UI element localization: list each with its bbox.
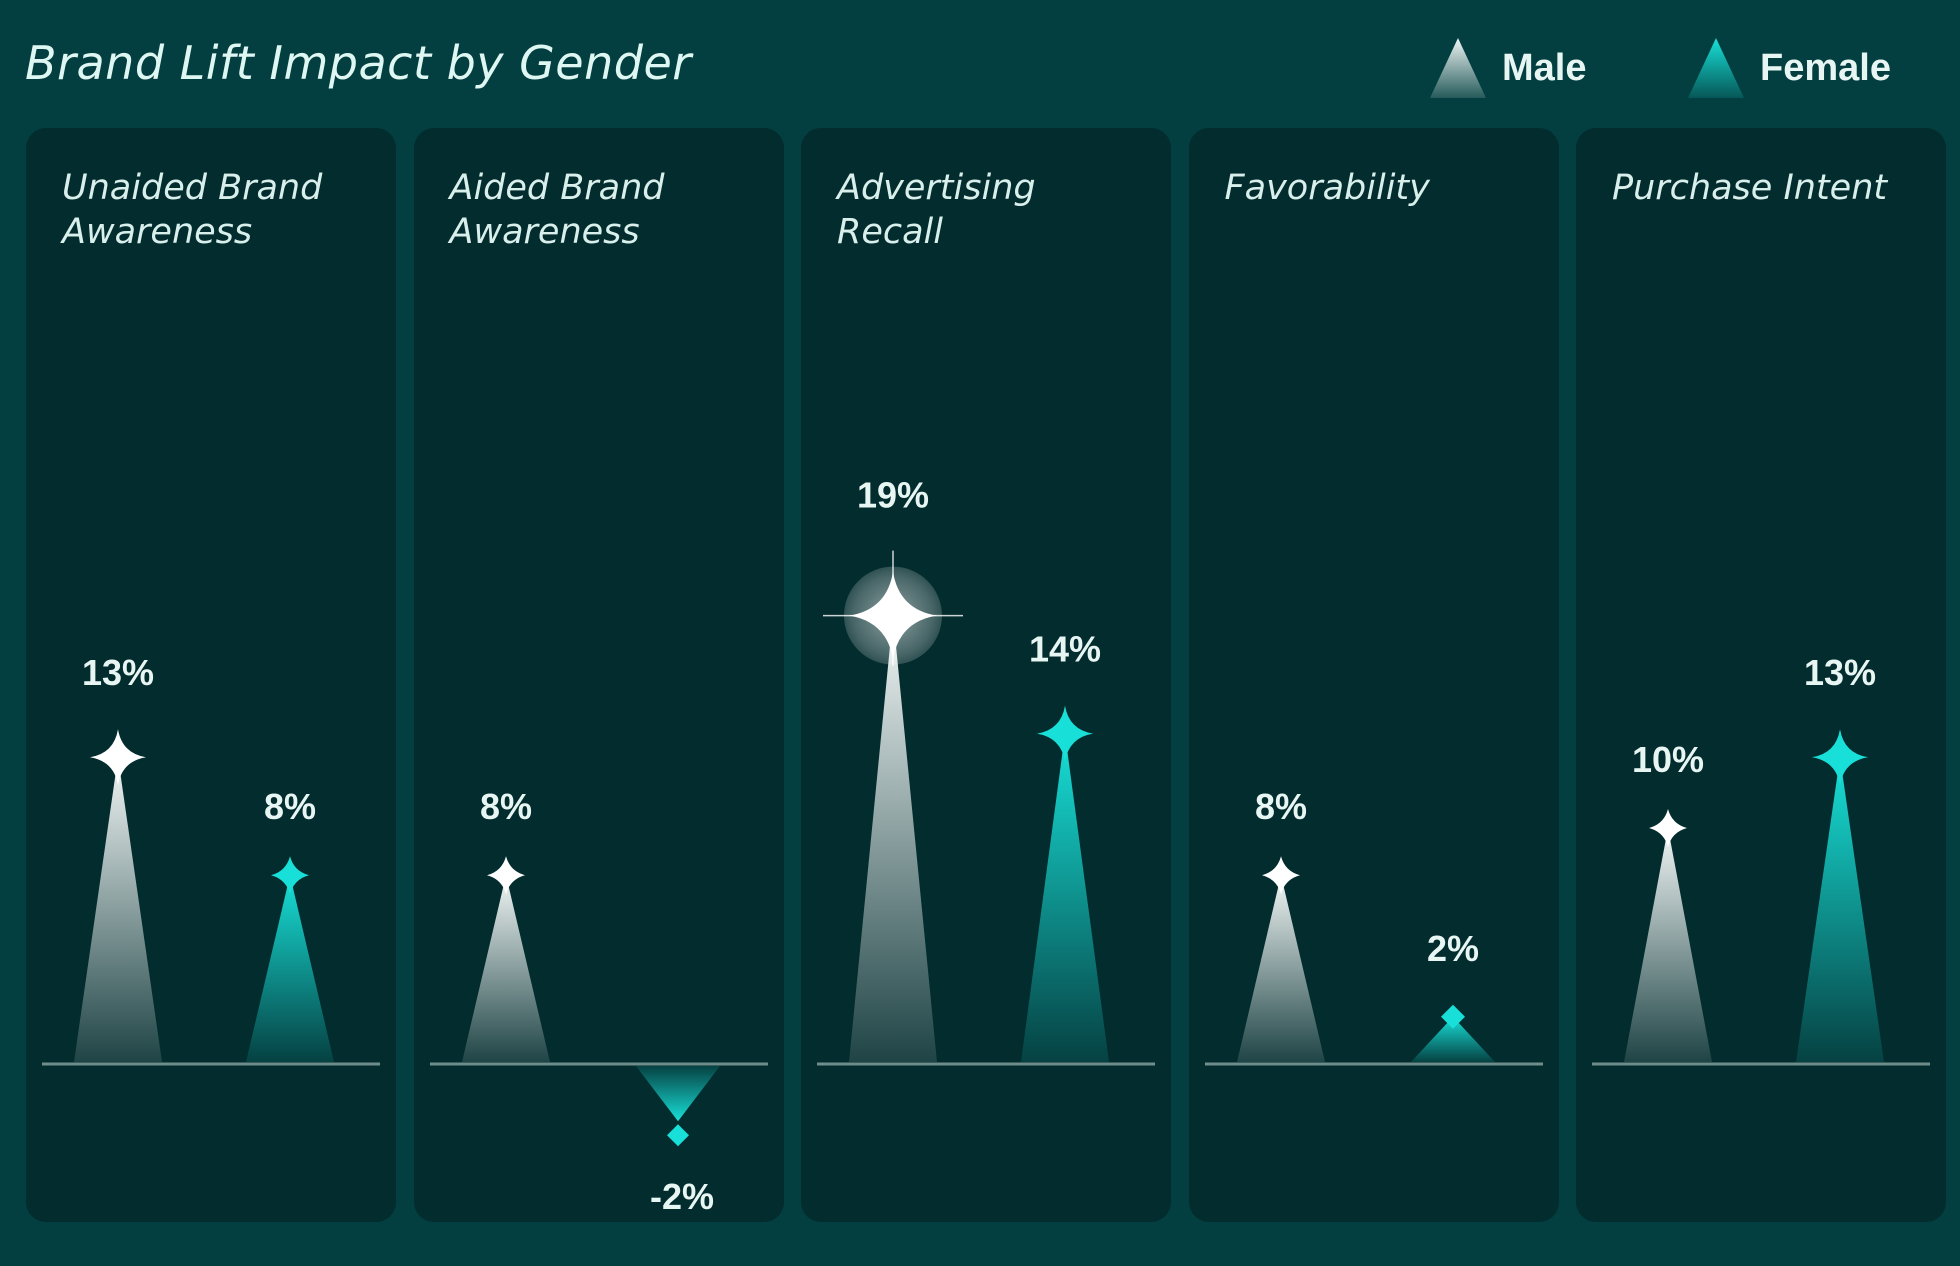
- bar-male-5: 10%: [1624, 739, 1712, 1062]
- diamond-icon: [1440, 1004, 1465, 1029]
- panel-title: Aided Brand Awareness: [450, 166, 770, 254]
- bar-male-3: 19%: [823, 475, 963, 1062]
- diamond-icon: [666, 1124, 689, 1147]
- panel-title-line: Awareness: [62, 212, 253, 252]
- sparkle-icon: [1037, 705, 1093, 762]
- data-label: 19%: [857, 475, 929, 516]
- panel-title-line: Awareness: [449, 212, 640, 252]
- panel-unaided-brand-awareness: Unaided Brand Awareness 13% 8%: [26, 128, 396, 1222]
- data-label: -2%: [649, 1176, 713, 1217]
- spike: [74, 757, 162, 1062]
- sparkle-icon: [1261, 856, 1300, 895]
- panel-title: Unaided Brand Awareness: [62, 166, 382, 254]
- sparkle-icon: [271, 856, 309, 895]
- panel-plot: 19% 14%: [817, 475, 1155, 1066]
- bar-male-2: 8%: [461, 786, 550, 1062]
- panel-title-line: Recall: [837, 212, 943, 252]
- panel-aided-brand-awareness: Aided Brand Awareness 8% -2%: [413, 128, 784, 1222]
- data-label: 8%: [264, 786, 316, 827]
- bar-female-2: -2%: [635, 1066, 720, 1217]
- sparkle-icon: [90, 729, 146, 786]
- panel-title-line: Purchase Intent: [1612, 168, 1888, 208]
- legend-item-female: Female: [1686, 36, 1891, 100]
- bar-female-4: 2%: [1410, 928, 1495, 1062]
- panel-title-line: Aided Brand: [449, 168, 665, 208]
- panel-advertising-recall: Advertising Recall 19% 14%: [801, 128, 1171, 1222]
- spike: [1410, 1016, 1495, 1062]
- panel-title-line: Favorability: [1224, 168, 1430, 208]
- data-label: 13%: [82, 652, 154, 693]
- panel-title: Favorability: [1225, 166, 1545, 210]
- panel-plot: 8% 2%: [1204, 786, 1543, 1066]
- panel-purchase-intent: Purchase Intent 10% 13%: [1576, 128, 1946, 1222]
- sparkle-icon: [849, 571, 937, 660]
- sparkle-icon: [1812, 729, 1868, 786]
- panel-title-line: Advertising: [837, 168, 1036, 208]
- panel-plot: 10% 13%: [1592, 652, 1930, 1066]
- chart-title: Brand Lift Impact by Gender: [25, 36, 692, 90]
- data-label: 10%: [1632, 739, 1704, 780]
- panel-plot: 8% -2%: [429, 786, 768, 1217]
- panel-title: Purchase Intent: [1612, 166, 1932, 210]
- bar-male-4: 8%: [1236, 786, 1325, 1062]
- spike: [635, 1066, 720, 1122]
- data-label: 2%: [1426, 928, 1478, 969]
- spike: [1236, 875, 1325, 1062]
- data-label: 8%: [1254, 786, 1306, 827]
- legend-label-female: Female: [1760, 46, 1891, 89]
- bar-female-1: 8%: [246, 786, 334, 1062]
- panel-title: Advertising Recall: [837, 166, 1157, 254]
- female-triangle-icon: [1688, 38, 1744, 98]
- sparkle-icon: [1649, 809, 1687, 847]
- male-triangle-icon: [1430, 38, 1486, 98]
- sparkle-icon: [486, 856, 525, 895]
- panel-plot: 13% 8%: [42, 652, 380, 1066]
- data-label: 8%: [479, 786, 531, 827]
- legend-item-male: Male: [1428, 36, 1586, 100]
- spike: [1021, 733, 1109, 1062]
- spike: [246, 875, 334, 1062]
- bar-male-1: 13%: [74, 652, 162, 1062]
- spike: [461, 875, 550, 1062]
- panel-title-line: Unaided Brand: [62, 168, 323, 208]
- data-label: 13%: [1804, 652, 1876, 693]
- spike: [1796, 757, 1884, 1062]
- legend-label-male: Male: [1502, 46, 1587, 89]
- spike: [849, 615, 937, 1062]
- spike: [1624, 828, 1712, 1062]
- bar-female-3: 14%: [1021, 629, 1109, 1062]
- data-label: 14%: [1029, 629, 1101, 670]
- panel-favorability: Favorability 8% 2%: [1188, 128, 1559, 1222]
- bar-female-5: 13%: [1796, 652, 1884, 1062]
